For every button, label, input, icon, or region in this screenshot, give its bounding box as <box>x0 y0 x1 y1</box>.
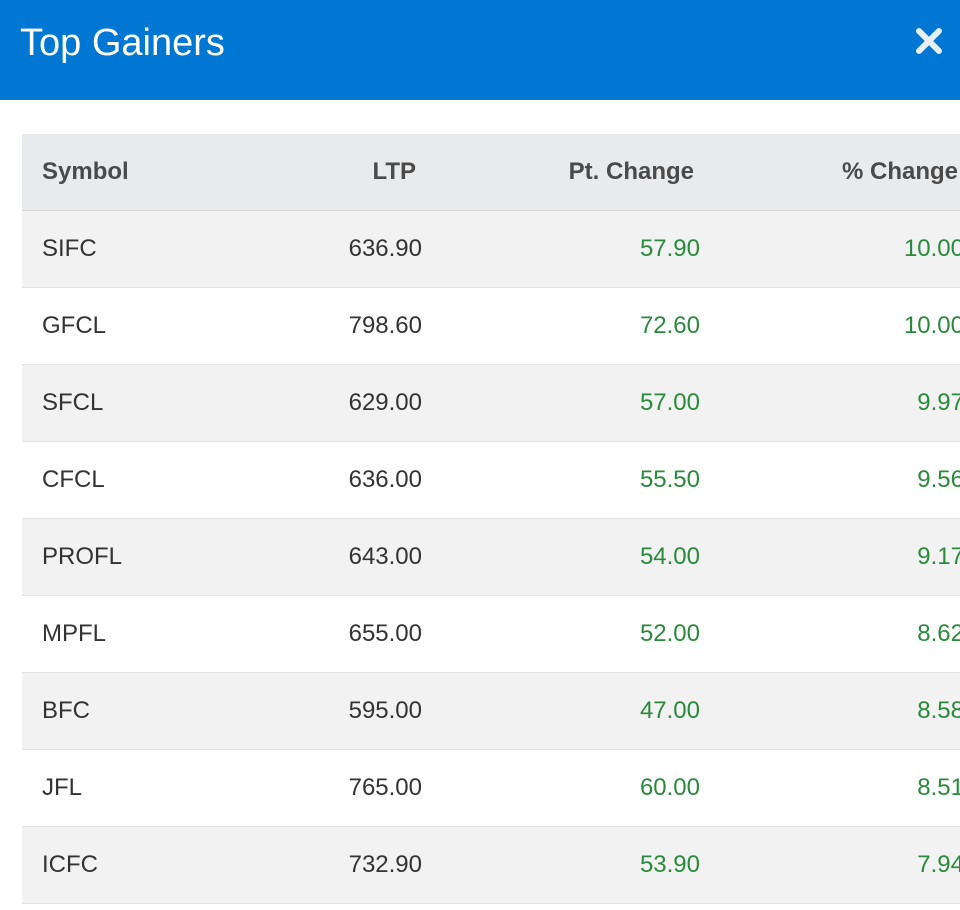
symbol-cell: GFCL <box>22 287 222 365</box>
pct-change-cell: 9.17 <box>700 518 960 596</box>
ltp-cell: 643.00 <box>222 518 422 596</box>
pct-change-cell: 10.00 <box>700 287 960 365</box>
table-row[interactable]: SFCL 629.00 57.00 9.97 <box>22 364 960 442</box>
symbol-cell: ICFC <box>22 826 222 904</box>
gainers-table-container: Symbol LTP Pt. Change % Change SIFC 636.… <box>22 134 960 904</box>
ltp-cell: 636.90 <box>222 210 422 288</box>
ltp-cell: 765.00 <box>222 749 422 827</box>
ltp-cell: 595.00 <box>222 672 422 750</box>
pct-change-cell: 8.51 <box>700 749 960 827</box>
table-row[interactable]: SIFC 636.90 57.90 10.00 <box>22 210 960 288</box>
pt-change-cell: 53.90 <box>422 826 700 904</box>
pt-change-cell: 57.00 <box>422 364 700 442</box>
gainers-table: Symbol LTP Pt. Change % Change SIFC 636.… <box>22 134 960 904</box>
pct-change-cell: 8.62 <box>700 595 960 673</box>
close-icon <box>916 28 942 54</box>
table-row[interactable]: MPFL 655.00 52.00 8.62 <box>22 595 960 673</box>
table-row[interactable]: JFL 765.00 60.00 8.51 <box>22 749 960 827</box>
pct-change-cell: 9.97 <box>700 364 960 442</box>
symbol-cell: BFC <box>22 672 222 750</box>
ltp-cell: 798.60 <box>222 287 422 365</box>
column-header-ltp[interactable]: LTP <box>222 134 422 211</box>
symbol-cell: JFL <box>22 749 222 827</box>
symbol-cell: CFCL <box>22 441 222 519</box>
symbol-cell: PROFL <box>22 518 222 596</box>
table-header-row: Symbol LTP Pt. Change % Change <box>22 134 960 211</box>
ltp-cell: 636.00 <box>222 441 422 519</box>
table-body: SIFC 636.90 57.90 10.00 GFCL 798.60 72.6… <box>22 210 960 904</box>
ltp-cell: 655.00 <box>222 595 422 673</box>
pt-change-cell: 54.00 <box>422 518 700 596</box>
pt-change-cell: 57.90 <box>422 210 700 288</box>
symbol-cell: MPFL <box>22 595 222 673</box>
table-row[interactable]: CFCL 636.00 55.50 9.56 <box>22 441 960 519</box>
symbol-cell: SFCL <box>22 364 222 442</box>
symbol-cell: SIFC <box>22 210 222 288</box>
table-row[interactable]: ICFC 732.90 53.90 7.94 <box>22 826 960 904</box>
column-header-pt-change[interactable]: Pt. Change <box>422 134 700 211</box>
modal-header: Top Gainers <box>0 0 960 100</box>
pct-change-cell: 9.56 <box>700 441 960 519</box>
table-row[interactable]: BFC 595.00 47.00 8.58 <box>22 672 960 750</box>
pct-change-cell: 7.94 <box>700 826 960 904</box>
column-header-pct-change[interactable]: % Change <box>700 134 960 211</box>
close-button[interactable] <box>914 26 944 56</box>
pct-change-cell: 10.00 <box>700 210 960 288</box>
modal-title: Top Gainers <box>20 22 225 64</box>
pt-change-cell: 55.50 <box>422 441 700 519</box>
pt-change-cell: 47.00 <box>422 672 700 750</box>
column-header-symbol[interactable]: Symbol <box>22 134 222 211</box>
pt-change-cell: 52.00 <box>422 595 700 673</box>
ltp-cell: 629.00 <box>222 364 422 442</box>
table-header: Symbol LTP Pt. Change % Change <box>22 134 960 211</box>
pt-change-cell: 72.60 <box>422 287 700 365</box>
pct-change-cell: 8.58 <box>700 672 960 750</box>
table-row[interactable]: PROFL 643.00 54.00 9.17 <box>22 518 960 596</box>
pt-change-cell: 60.00 <box>422 749 700 827</box>
ltp-cell: 732.90 <box>222 826 422 904</box>
table-row[interactable]: GFCL 798.60 72.60 10.00 <box>22 287 960 365</box>
